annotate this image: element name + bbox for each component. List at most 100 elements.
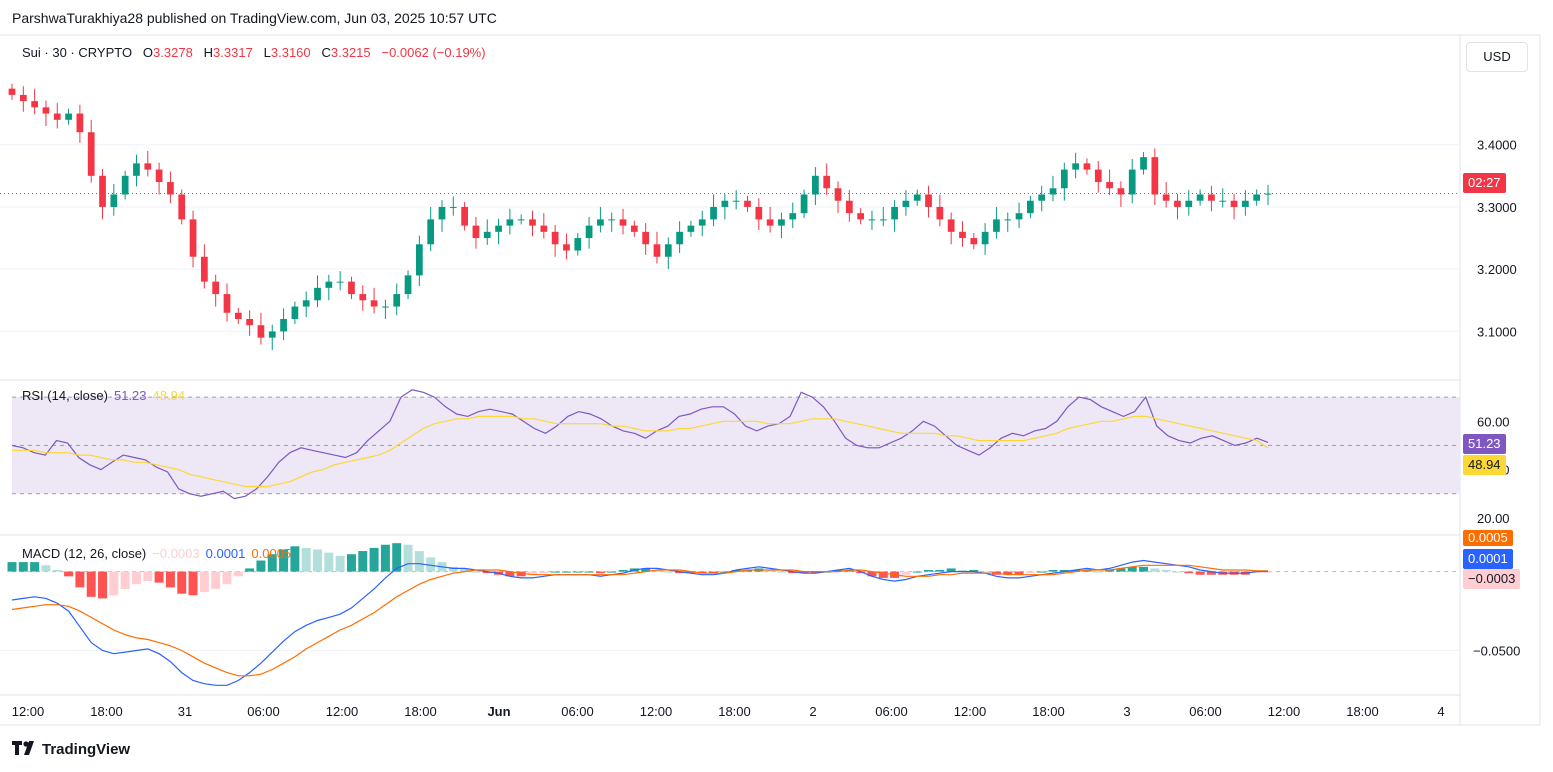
candle-body <box>495 225 502 232</box>
macd-histogram-bar <box>561 571 571 573</box>
candle-body <box>902 200 910 207</box>
candle-body <box>65 113 72 120</box>
macd-histogram-bar <box>709 571 719 574</box>
candle-body <box>993 219 1000 232</box>
time-tick-label: 3 <box>1123 704 1130 719</box>
publish-header: ParshwaTurakhiya28 published on TradingV… <box>12 10 497 26</box>
symbol-legend: Sui · 30 · CRYPTO O3.3278 H3.3317 L3.316… <box>22 45 486 60</box>
macd-histogram-bar <box>279 549 289 572</box>
price-tick-label: 3.1000 <box>1477 324 1517 339</box>
rsi-band <box>12 396 1460 495</box>
candle-body <box>302 300 310 307</box>
candle-body <box>110 194 118 207</box>
macd-histogram-bar <box>86 571 96 597</box>
macd-histogram-bar <box>1139 566 1149 572</box>
time-tick-label: 06:00 <box>247 704 280 719</box>
rsi-ma-value-tag: 48.94 <box>1463 455 1506 475</box>
macd-histogram-bar <box>245 568 255 572</box>
macd-histogram-bar <box>912 571 922 573</box>
candle-body <box>1038 194 1046 201</box>
macd-histogram-bar <box>550 571 560 573</box>
candle-body <box>1140 157 1147 170</box>
macd-histogram-bar <box>1105 570 1115 572</box>
macd-histogram-bar <box>335 555 345 572</box>
macd-histogram-bar <box>765 570 775 572</box>
high-value: 3.3317 <box>213 45 253 60</box>
candle-body <box>551 231 559 245</box>
candle-body <box>959 231 966 239</box>
macd-histogram-bar <box>1263 571 1273 573</box>
rsi-tick-label: 20.00 <box>1477 511 1510 526</box>
macd-histogram-bar <box>380 544 390 572</box>
macd-signal-tag: 0.0005 <box>1463 530 1513 546</box>
macd-hist-tag: −0.0003 <box>1463 569 1521 589</box>
candle-body <box>710 206 717 220</box>
candle-body <box>1253 194 1261 201</box>
candle-body <box>483 231 491 239</box>
candle-body <box>212 281 220 295</box>
candle-body <box>393 294 401 307</box>
candle-body <box>619 219 627 226</box>
candle-body <box>1128 169 1136 195</box>
time-tick-label: 18:00 <box>1346 704 1379 719</box>
candle-body <box>1072 163 1080 170</box>
time-tick-label: 4 <box>1437 704 1444 719</box>
candle-body <box>653 244 661 257</box>
macd-histogram-bar <box>1059 570 1069 572</box>
macd-histogram-bar <box>1003 571 1013 575</box>
macd-legend[interactable]: MACD (12, 26, close) −0.0003 0.0001 0.0005 <box>22 546 297 561</box>
candle-body <box>664 244 672 257</box>
macd-histogram-bar <box>584 571 594 573</box>
countdown-tag: 02:27 <box>1463 173 1506 193</box>
symbol-name[interactable]: Sui · 30 · CRYPTO <box>22 45 133 60</box>
macd-histogram-bar <box>810 571 820 574</box>
macd-histogram-bar <box>324 552 334 572</box>
candle-body <box>31 101 38 108</box>
candle-body <box>1185 200 1193 207</box>
candle-body <box>325 281 333 288</box>
macd-histogram-bar <box>426 557 436 572</box>
high-label: H <box>203 45 214 60</box>
macd-legend-name: MACD (12, 26, close) <box>22 546 147 561</box>
macd-histogram-bar <box>686 571 696 574</box>
macd-histogram-bar <box>1116 568 1126 572</box>
candle-body <box>947 219 955 232</box>
candle-body <box>1242 200 1249 207</box>
candle-body <box>845 200 853 214</box>
candle-body <box>291 306 299 319</box>
macd-histogram-bar <box>1127 566 1137 572</box>
rsi-legend-value: 51.23 <box>113 388 147 403</box>
candle-body <box>857 213 865 220</box>
macd-histogram-bar <box>460 568 470 572</box>
rsi-line <box>11 389 1269 500</box>
macd-histogram-bar <box>958 570 967 572</box>
currency-button[interactable]: USD <box>1466 42 1528 72</box>
candle-body <box>178 194 186 220</box>
macd-histogram-bar <box>256 560 266 572</box>
candle-body <box>789 213 797 220</box>
macd-histogram-bar <box>41 565 51 572</box>
macd-histogram-bar <box>618 570 628 572</box>
candle-body <box>1004 219 1012 221</box>
tradingview-brand[interactable]: TradingView <box>12 741 130 758</box>
macd-histogram-bar <box>867 571 877 577</box>
macd-signal-legend-value: 0.0005 <box>251 546 292 561</box>
candle-body <box>630 225 638 232</box>
candle-body <box>121 175 129 195</box>
macd-histogram-bar <box>482 571 492 574</box>
time-tick-label: 18:00 <box>1032 704 1065 719</box>
macd-histogram-bar <box>1048 570 1058 572</box>
rsi-legend[interactable]: RSI (14, close) 51.23 48.94 <box>22 388 191 403</box>
candle-body <box>348 281 355 295</box>
candle-body <box>415 244 423 276</box>
macd-histogram-bar <box>1172 571 1182 573</box>
macd-histogram-bar <box>776 571 786 573</box>
macd-histogram-bar <box>188 571 198 596</box>
candle-body <box>540 225 548 232</box>
candle-body <box>698 219 706 226</box>
macd-histogram-bar <box>1195 571 1205 575</box>
macd-histogram-bar <box>675 571 685 574</box>
price-tick-label: 3.2000 <box>1477 262 1517 277</box>
candle-body <box>834 188 842 201</box>
